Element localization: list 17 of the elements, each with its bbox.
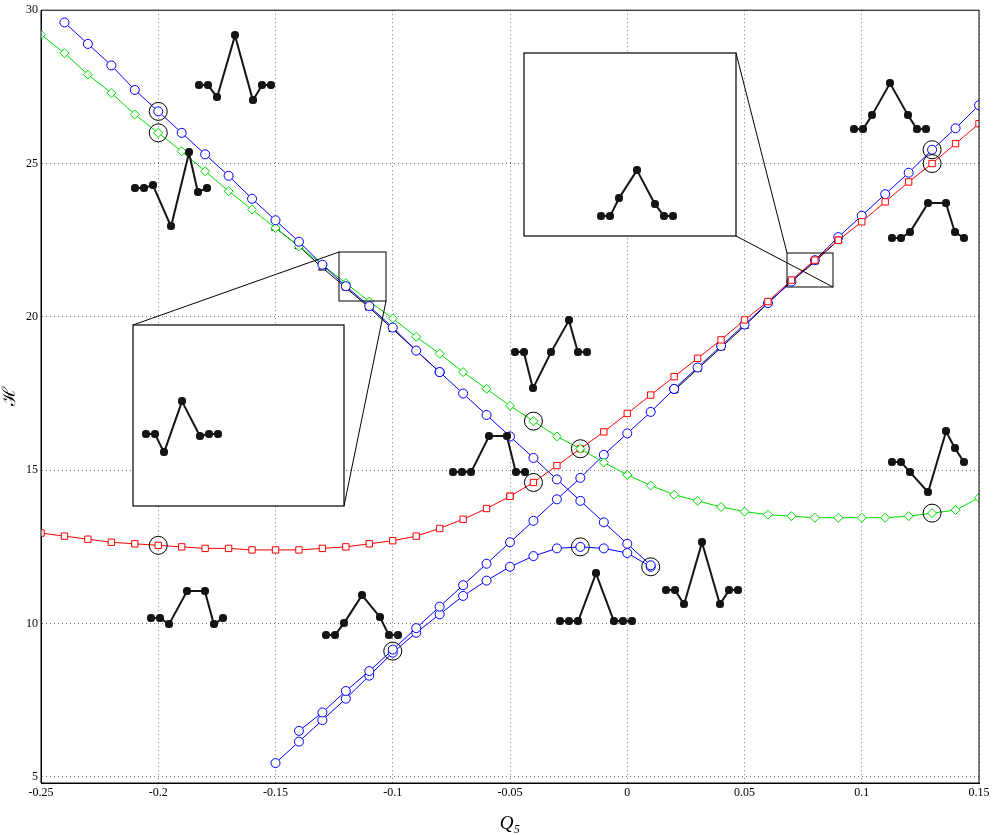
x-tick-label: 0.05 <box>734 785 755 800</box>
x-tick-label: -0.05 <box>497 785 523 800</box>
y-tick-label: 15 <box>26 462 38 477</box>
y-tick-label: 30 <box>26 2 38 17</box>
y-tick-label: 5 <box>32 769 38 784</box>
x-tick-label: -0.15 <box>263 785 288 800</box>
y-axis-title: ℋ <box>0 386 20 408</box>
y-tick-label: 20 <box>26 309 38 324</box>
y-tick-label: 10 <box>26 615 38 630</box>
x-tick-label: 0.15 <box>968 785 990 800</box>
x-tick-label: -0.1 <box>383 785 403 800</box>
x-tick-label: 0.1 <box>854 785 870 800</box>
y-tick-label: 25 <box>26 155 38 170</box>
x-axis-title: Q₅ <box>499 811 521 833</box>
x-tick-label: 0 <box>624 785 631 800</box>
x-tick-label: -0.25 <box>28 785 54 800</box>
x-tick-label: -0.2 <box>148 785 168 800</box>
